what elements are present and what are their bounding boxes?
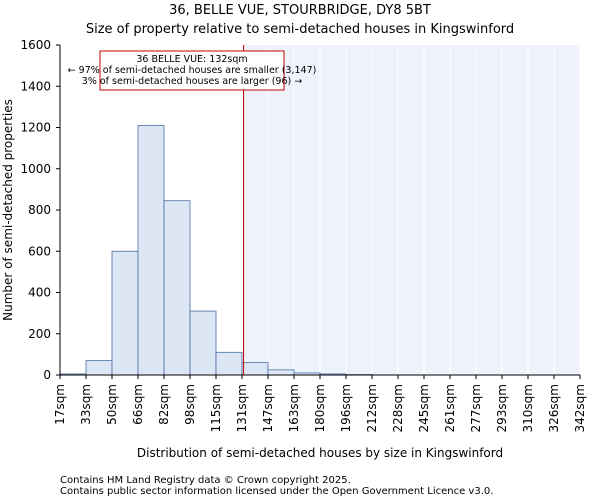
y-axis-label: Number of semi-detached properties bbox=[1, 99, 15, 321]
x-axis-label: Distribution of semi-detached houses by … bbox=[137, 446, 503, 460]
x-tick-label: 163sqm bbox=[287, 384, 301, 432]
histogram-bar bbox=[215, 351, 243, 376]
x-tick-label: 33sqm bbox=[79, 384, 93, 425]
y-tick-label: 1000 bbox=[20, 162, 51, 176]
x-tick-label: 147sqm bbox=[261, 384, 275, 432]
histogram-bar bbox=[267, 369, 295, 376]
histogram-bar bbox=[137, 125, 165, 376]
y-tick-label: 400 bbox=[28, 286, 51, 300]
annotation-line-1: 36 BELLE VUE: 132sqm bbox=[136, 54, 247, 65]
y-tick-label: 0 bbox=[43, 368, 51, 382]
histogram-bar bbox=[163, 200, 191, 376]
y-tick-label: 1400 bbox=[20, 79, 51, 93]
x-tick-label: 261sqm bbox=[443, 384, 457, 432]
y-tick-label: 800 bbox=[28, 203, 51, 217]
x-tick-label: 82sqm bbox=[157, 384, 171, 425]
x-tick-label: 98sqm bbox=[183, 384, 197, 425]
histogram-bar bbox=[85, 360, 113, 376]
x-tick-label: 66sqm bbox=[131, 384, 145, 425]
y-tick-label: 200 bbox=[28, 327, 51, 341]
histogram-bar bbox=[111, 250, 139, 376]
annotation-box: 36 BELLE VUE: 132sqm ← 97% of semi-detac… bbox=[68, 50, 317, 91]
x-tick-label: 131sqm bbox=[235, 384, 249, 432]
x-tick-label: 245sqm bbox=[417, 384, 431, 432]
annotation-box-frame bbox=[99, 50, 285, 91]
chart-subtitle: Size of property relative to semi-detach… bbox=[86, 22, 514, 37]
y-tick-label: 1600 bbox=[20, 38, 51, 52]
x-tick-label: 17sqm bbox=[53, 384, 67, 425]
x-tick-label: 115sqm bbox=[209, 384, 223, 432]
x-tick-label: 50sqm bbox=[105, 384, 119, 425]
x-tick-label: 212sqm bbox=[365, 384, 379, 432]
annotation-line-3: 3% of semi-detached houses are larger (9… bbox=[82, 76, 302, 87]
y-tick-label: 1200 bbox=[20, 121, 51, 135]
footer-line-2: Contains public sector information licen… bbox=[60, 486, 493, 497]
x-tick-label: 196sqm bbox=[339, 384, 353, 432]
footer-line-1: Contains HM Land Registry data © Crown c… bbox=[60, 475, 351, 486]
x-tick-label: 180sqm bbox=[313, 384, 327, 432]
y-tick-label: 600 bbox=[28, 244, 51, 258]
larger-properties-region bbox=[243, 45, 580, 375]
x-tick-label: 326sqm bbox=[547, 384, 561, 432]
x-tick-label: 277sqm bbox=[469, 384, 483, 432]
annotation-line-2: ← 97% of semi-detached houses are smalle… bbox=[68, 65, 317, 76]
x-tick-label: 293sqm bbox=[495, 384, 509, 432]
x-tick-label: 310sqm bbox=[521, 384, 535, 432]
histogram-bar bbox=[241, 362, 269, 376]
histogram-bar bbox=[189, 310, 217, 376]
x-tick-label: 342sqm bbox=[573, 384, 587, 432]
chart-title: 36, BELLE VUE, STOURBRIDGE, DY8 5BT bbox=[169, 3, 431, 18]
x-tick-label: 228sqm bbox=[391, 384, 405, 432]
